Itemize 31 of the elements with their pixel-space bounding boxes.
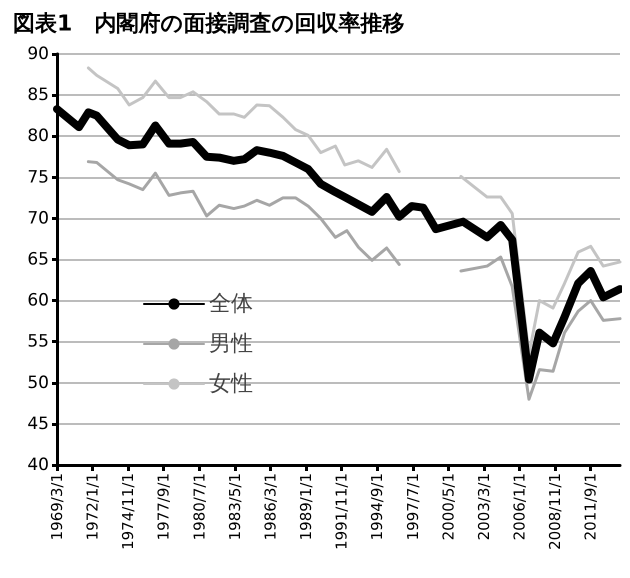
y-tick-label: 70 [27,208,49,228]
y-tick-label: 80 [27,126,49,146]
x-tick-label: 1997/7/1 [404,473,422,540]
y-tick-label: 55 [27,332,49,352]
legend-label: 男性 [209,332,253,356]
y-tick-label: 85 [27,85,49,106]
legend-label: 女性 [209,372,253,396]
x-tick-label: 1983/5/1 [226,473,244,540]
x-tick-label: 2006/1/1 [510,473,529,540]
x-tick-label: 1991/11/1 [332,473,351,550]
x-tick-label: 1986/3/1 [261,473,280,540]
x-tick-label: 1972/1/1 [84,473,102,540]
x-tick-label: 2008/11/1 [546,473,564,550]
y-tick-label: 50 [27,372,49,393]
x-tick-label: 1989/1/1 [297,473,316,540]
y-tick-label: 65 [27,250,49,270]
y-tick-label: 45 [27,414,49,434]
x-tick-label: 1980/7/1 [190,473,208,540]
x-tick-label: 2011/9/1 [582,473,600,540]
legend-label: 全体 [209,292,253,316]
x-tick-label: 1974/11/1 [119,473,138,550]
y-tick-label: 40 [27,455,49,475]
y-tick-label: 75 [27,167,49,188]
chart-title: 図表1 内閣府の面接調査の回収率推移 [13,10,404,36]
x-tick-label: 1977/9/1 [154,473,173,540]
x-tick-label: 1969/3/1 [48,473,66,540]
x-tick-label: 1994/9/1 [368,473,386,540]
x-tick-label: 2000/5/1 [439,473,458,540]
x-tick-label: 2003/3/1 [474,473,493,540]
y-tick-label: 90 [27,44,49,64]
y-tick-label: 60 [27,290,49,311]
